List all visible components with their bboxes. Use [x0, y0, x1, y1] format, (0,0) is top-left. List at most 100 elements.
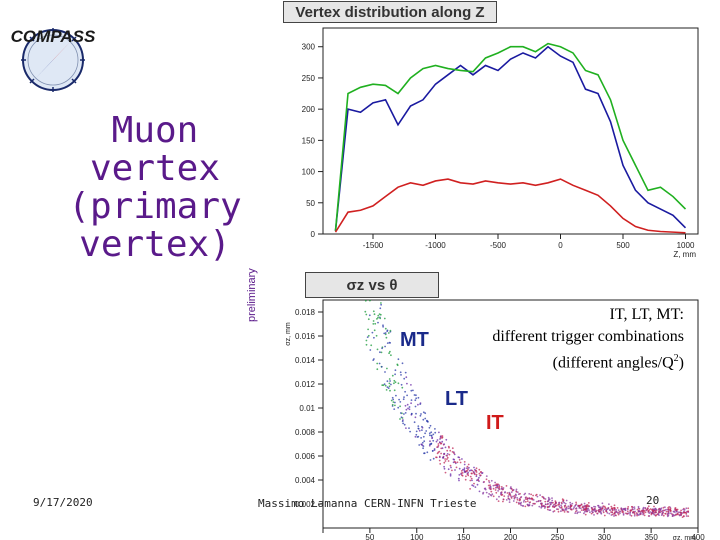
scatter-point [642, 506, 645, 509]
scatter-point [440, 442, 442, 445]
scatter-point [570, 508, 573, 511]
scatter-point [512, 500, 515, 502]
scatter-point [383, 332, 386, 335]
scatter-point [444, 460, 447, 462]
scatter-point [386, 329, 389, 332]
scatter-point [397, 382, 400, 385]
y-tick-label: 100 [302, 168, 316, 177]
scatter-point [497, 490, 499, 492]
scatter-point [547, 502, 549, 505]
scatter-point [389, 380, 391, 382]
scatter-point [497, 500, 500, 502]
scatter-point [410, 402, 412, 405]
scatter-point [449, 473, 452, 476]
scatter-point [550, 501, 553, 504]
scatter-point [498, 485, 501, 488]
scatter-point [575, 507, 578, 510]
scatter-point [552, 505, 554, 508]
scatter-point [613, 504, 616, 507]
scatter-point [422, 411, 425, 414]
scatter-point [436, 439, 439, 441]
scatter-point [519, 498, 521, 501]
scatter-point [564, 502, 567, 505]
scatter-point [468, 469, 471, 472]
scatter-point [505, 499, 508, 501]
y-tick-label: 0.008 [295, 428, 316, 437]
scatter-point [391, 403, 394, 406]
scatter-point [481, 472, 483, 475]
scatter-point [381, 384, 384, 386]
scatter-point [506, 492, 509, 494]
scatter-point [447, 460, 450, 462]
scatter-point [532, 494, 534, 497]
scatter-point [517, 503, 520, 505]
scatter-point [451, 447, 454, 450]
scatter-point [519, 502, 522, 505]
scatter-point [580, 503, 583, 506]
scatter-point [478, 468, 481, 471]
scatter-point [388, 382, 391, 385]
scatter-point [365, 313, 368, 316]
scatter-point [575, 501, 577, 504]
compass-logo: COMPASS [11, 27, 96, 92]
scatter-point [492, 487, 495, 490]
scatter-point [440, 452, 442, 455]
scatter-point [490, 490, 493, 493]
scatter-point [422, 435, 425, 438]
y-tick-label: 0.002 [295, 500, 316, 509]
logo-text: COMPASS [11, 27, 96, 46]
scatter-point [578, 504, 580, 507]
scatter-point [379, 317, 382, 320]
scatter-point [658, 508, 660, 510]
scatter-point [417, 425, 420, 427]
scatter-point [528, 497, 531, 499]
scatter-point [405, 376, 408, 379]
scatter-point [502, 488, 504, 491]
scatter-point [546, 508, 549, 511]
y-tick-label: 300 [302, 43, 316, 52]
scatter-point [666, 515, 669, 518]
scatter-point [583, 509, 585, 511]
scatter-point [368, 314, 371, 317]
scatter-point [415, 412, 417, 415]
scatter-point [615, 514, 617, 517]
scatter-point [484, 487, 487, 490]
scatter-point [503, 495, 506, 497]
y-tick-label: 50 [306, 199, 315, 208]
scatter-point [409, 430, 411, 433]
y-tick-label: 0.018 [295, 308, 316, 317]
scatter-point [629, 511, 632, 514]
scatter-point [660, 507, 663, 510]
scatter-point [430, 431, 433, 434]
scatter-point [636, 514, 638, 517]
scatter-point [508, 501, 511, 503]
scatter-point [432, 439, 435, 442]
scatter-point [467, 474, 470, 477]
scatter-point [548, 509, 551, 511]
scatter-point [617, 513, 620, 516]
scatter-point [406, 382, 408, 385]
scatter-point [432, 457, 435, 460]
scatter-point [593, 514, 595, 516]
scatter-point [572, 507, 575, 510]
scatter-point [587, 505, 590, 508]
scatter-point [428, 426, 431, 429]
scatter-point [487, 495, 490, 498]
scatter-point [378, 362, 381, 365]
scatter-point [388, 385, 391, 388]
scatter-point [478, 472, 481, 475]
scatter-point [624, 509, 627, 512]
scatter-point [571, 502, 574, 505]
scatter-point [426, 419, 428, 422]
x-tick-label: 50 [365, 533, 374, 540]
scatter-point [687, 510, 690, 513]
scatter-point [415, 433, 418, 436]
scatter-point [382, 324, 384, 327]
scatter-point [519, 492, 521, 495]
scatter-point [405, 427, 407, 429]
region-label-it: IT [486, 412, 504, 434]
scatter-point [394, 401, 396, 404]
x-tick-label: 250 [551, 533, 565, 540]
scatter-point [379, 351, 381, 354]
scatter-point [402, 422, 404, 425]
